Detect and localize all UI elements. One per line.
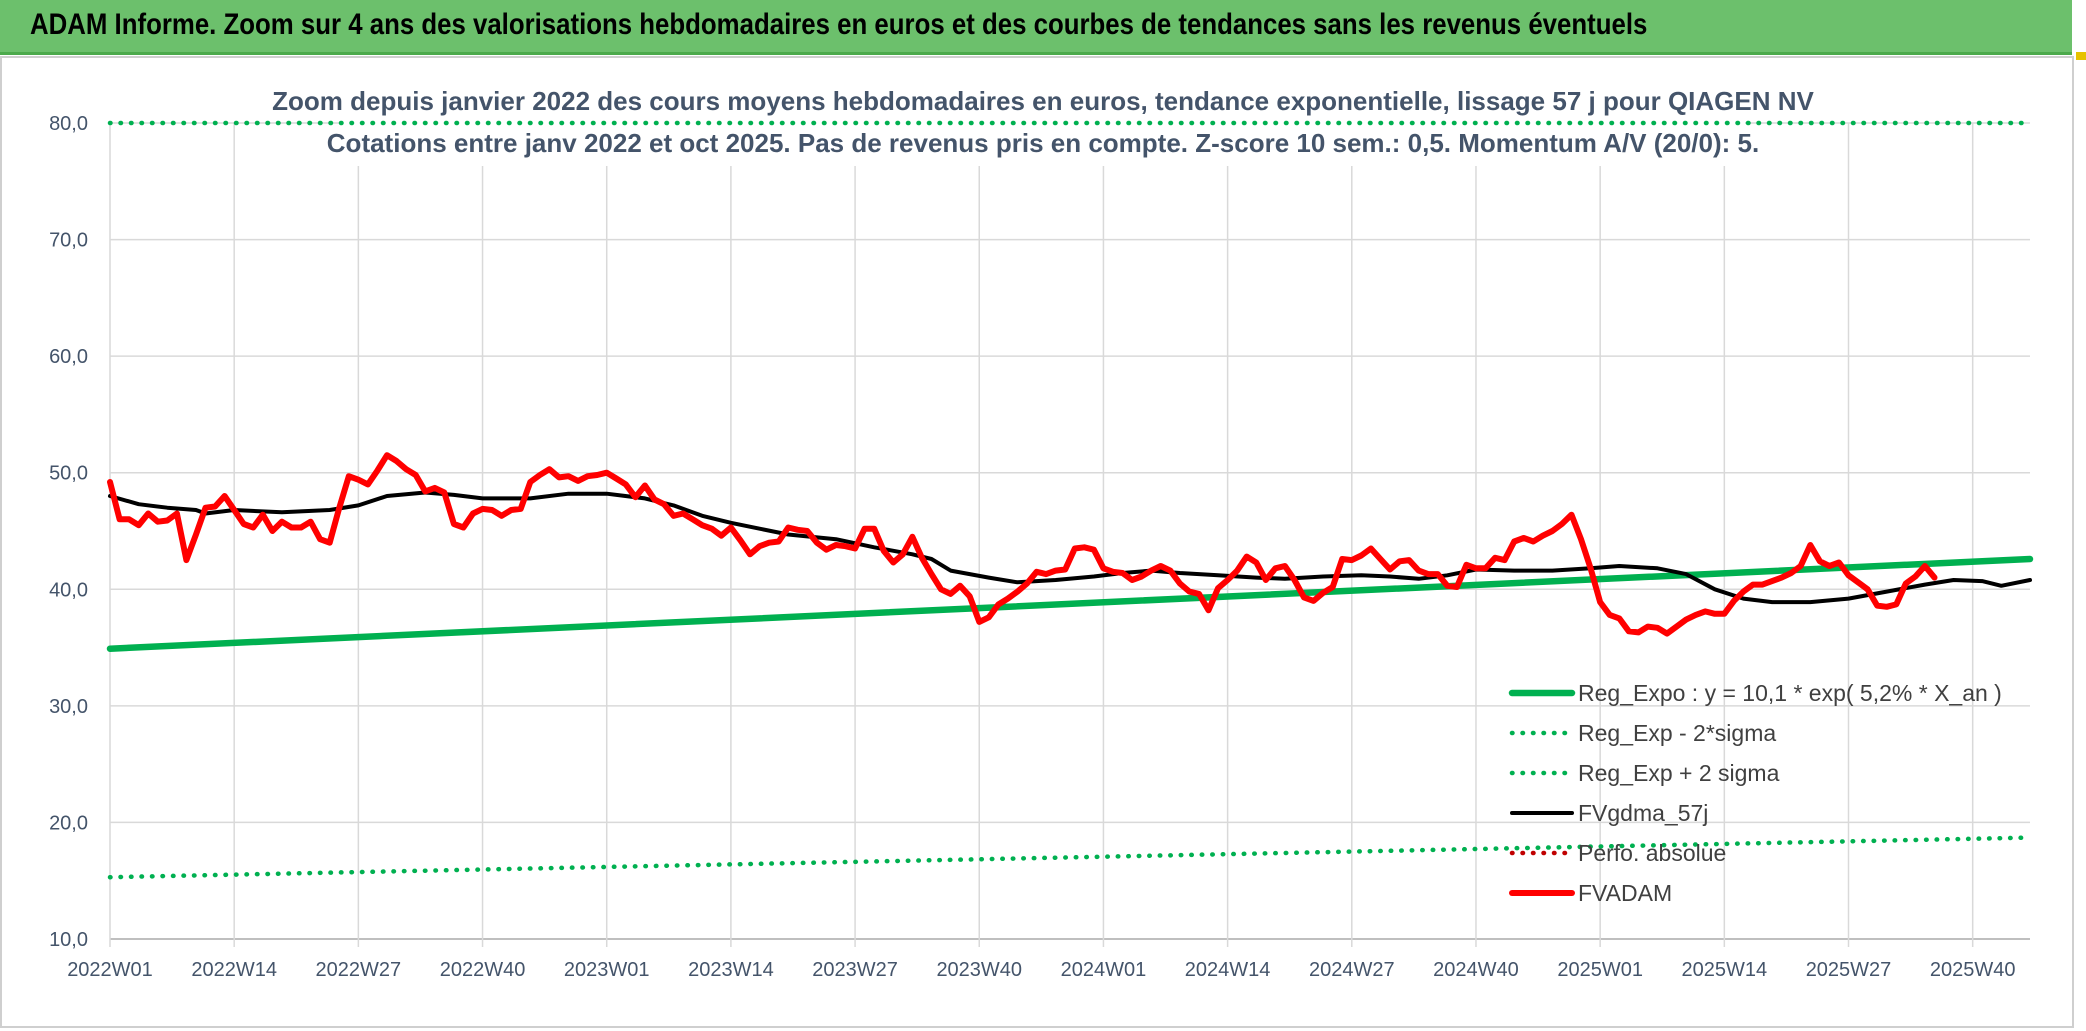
y-tick-label: 30,0: [49, 696, 88, 718]
series-line-fvgdma_57j: [108, 490, 2032, 605]
series-line-reg_exp: [107, 835, 2033, 880]
legend-label: FVADAM: [1578, 880, 1672, 906]
series-layer: [106, 120, 2034, 880]
x-tick-label: 2023W01: [564, 959, 650, 981]
x-tick-label: 2025W40: [1930, 959, 2016, 981]
x-tick-label: 2023W27: [812, 959, 898, 981]
gridlines: [109, 122, 2030, 947]
y-tick-label: 10,0: [49, 929, 88, 951]
x-tick-label: 2024W14: [1185, 959, 1271, 981]
legend-label: Reg_Exp - 2*sigma: [1578, 720, 1776, 746]
legend-label: Reg_Exp + 2 sigma: [1578, 760, 1780, 786]
x-tick-label: 2024W27: [1309, 959, 1395, 981]
legend-label: Perfo. absolue: [1578, 840, 1726, 866]
y-tick-label: 60,0: [49, 346, 88, 368]
y-tick-label: 20,0: [49, 812, 88, 834]
x-tick-label: 2023W14: [688, 959, 774, 981]
y-tick-label: 70,0: [49, 230, 88, 252]
corner-accent: [2076, 52, 2086, 60]
x-tick-label: 2025W01: [1557, 959, 1643, 981]
x-tick-label: 2022W27: [316, 959, 402, 981]
x-tick-label: 2022W01: [67, 959, 153, 981]
title-backdrop: [340, 76, 1745, 166]
series-line-fvadam: [107, 452, 1938, 637]
x-axis-ticks: 2022W01 2022W14 2022W27 2022W40 2023W01 2023W…: [67, 959, 2015, 981]
y-tick-label: 50,0: [49, 463, 88, 485]
x-tick-label: 2025W14: [1682, 959, 1768, 981]
series-line-reg_expo: [106, 555, 2034, 652]
x-tick-label: 2025W27: [1806, 959, 1892, 981]
legend-label: Reg_Expo : y = 10,1 * exp( 5,2% * X_an ): [1578, 680, 2002, 706]
y-tick-label: 80,0: [49, 113, 88, 135]
legend-label: FVgdma_57j: [1578, 800, 1708, 826]
x-tick-label: 2023W40: [936, 959, 1022, 981]
y-axis-ticks: 10,0 20,0 30,0 40,0 50,0 60,0 70,0 80,0: [49, 113, 88, 951]
chart-frame: [0, 56, 2074, 1028]
chart-subtitle: Cotations entre janv 2022 et oct 2025. P…: [327, 128, 1759, 158]
title-banner: ADAM Informe. Zoom sur 4 ans des valoris…: [0, 0, 2072, 55]
x-tick-label: 2022W40: [440, 959, 526, 981]
x-tick-label: 2024W01: [1061, 959, 1147, 981]
x-tick-label: 2022W14: [191, 959, 277, 981]
page-title: ADAM Informe. Zoom sur 4 ans des valoris…: [30, 8, 1648, 41]
legend: Reg_Expo : y = 10,1 * exp( 5,2% * X_an )…: [1508, 680, 2002, 906]
x-tick-label: 2024W40: [1433, 959, 1519, 981]
chart-title: Zoom depuis janvier 2022 des cours moyen…: [272, 86, 1814, 116]
y-tick-label: 40,0: [49, 579, 88, 601]
